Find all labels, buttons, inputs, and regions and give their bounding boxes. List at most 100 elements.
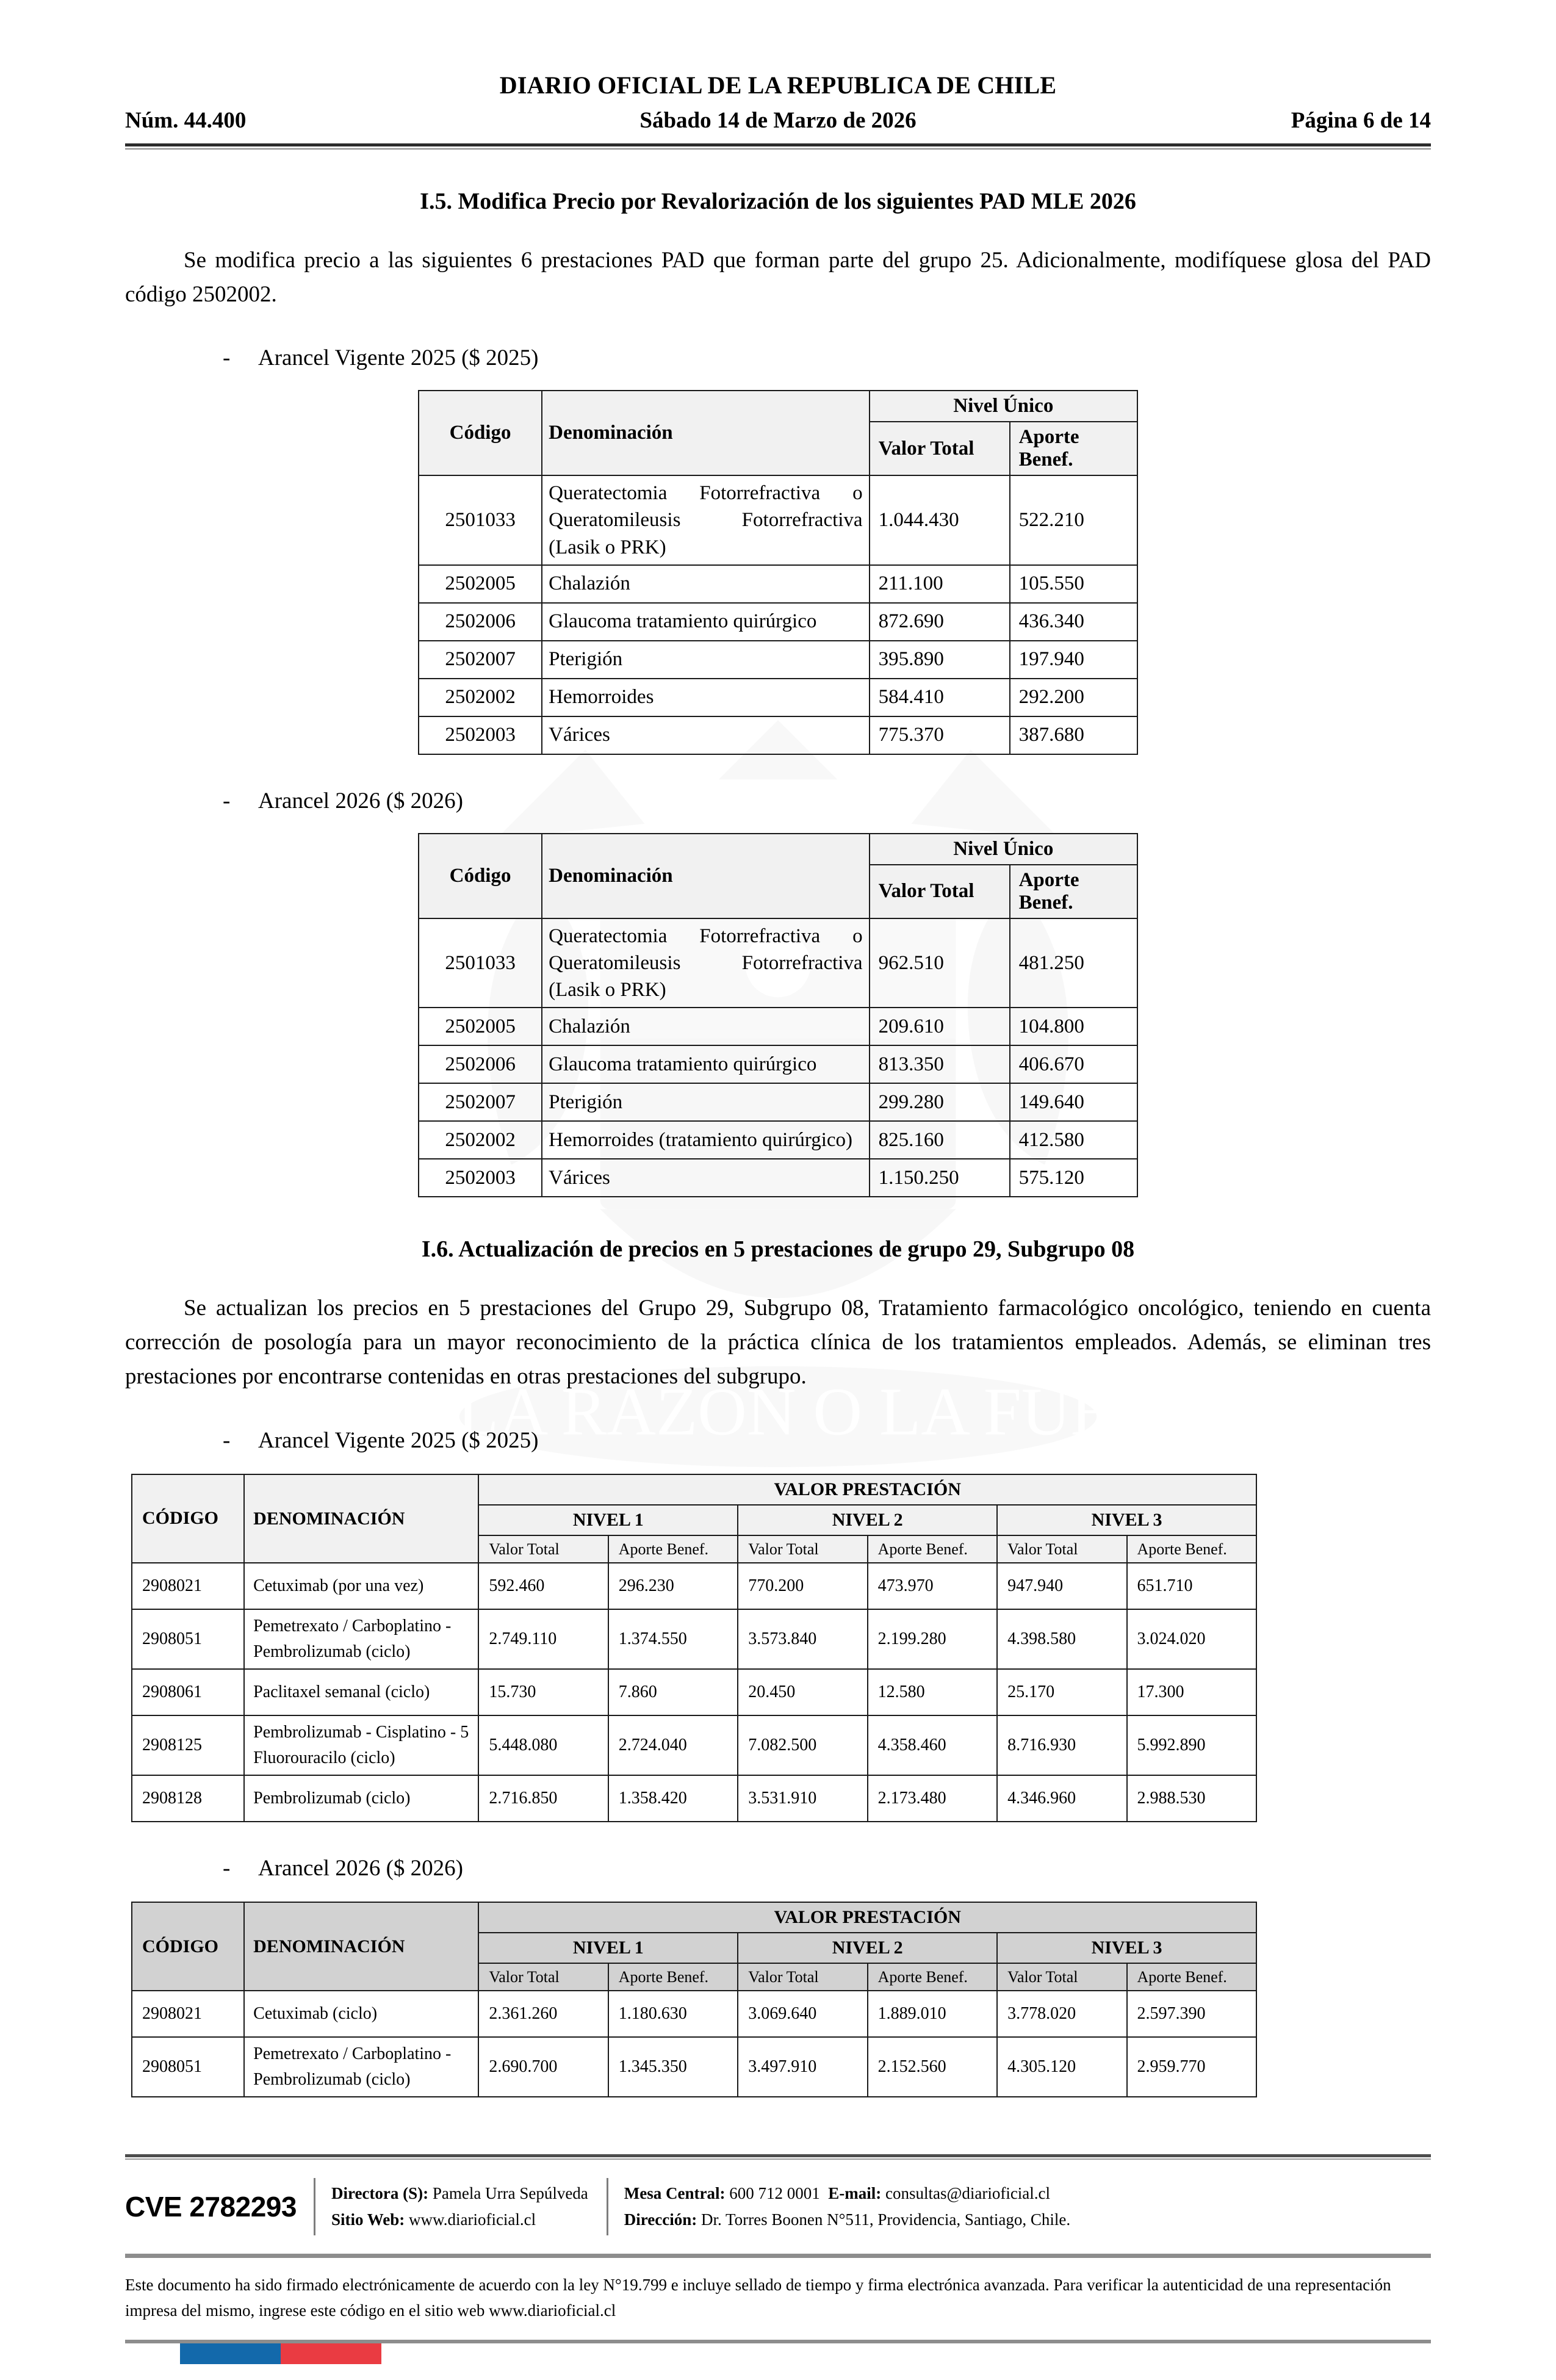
th-denominacion: Denominación: [541, 832, 870, 919]
th-n2-aporte-benef: Aporte Benef.: [866, 1534, 998, 1563]
cell-denominacion: Chalazión: [541, 564, 870, 604]
cell-denominacion: Pemetrexato / Carboplatino - Pembrolizum…: [243, 2036, 480, 2098]
table-body: 2908021 Cetuximab (ciclo) 2.361.260 1.18…: [131, 1990, 1258, 2098]
footer-directora-label: Directora (S):: [331, 2183, 429, 2202]
th-valor-prestacion: VALOR PRESTACIÓN: [478, 1473, 1257, 1506]
cell-codigo: 2502005: [417, 1007, 543, 1047]
section-i5-heading: I.5. Modifica Precio por Revalorización …: [420, 189, 1136, 214]
cell-denominacion: Pembrolizumab (ciclo): [243, 1774, 480, 1822]
cell-n3-valor-total: 4.346.960: [996, 1774, 1128, 1822]
cell-n1-valor-total: 2.361.260: [478, 1990, 609, 2038]
cell-n3-valor-total: 8.716.930: [996, 1714, 1128, 1776]
table-row: 2501033 Queratectomia Fotorrefractiva o …: [417, 917, 1139, 1009]
table-head: Código Denominación Nivel Único Valor To…: [417, 390, 1139, 477]
cell-n2-valor-total: 3.531.910: [737, 1774, 868, 1822]
cell-n2-aporte-benef: 2.173.480: [866, 1774, 998, 1822]
footer-mesa-label: Mesa Central:: [624, 2183, 726, 2202]
footer-sitio-value[interactable]: www.diarioficial.cl: [408, 2210, 536, 2229]
cell-n2-aporte-benef: 12.580: [866, 1668, 998, 1716]
bullet-label: Arancel Vigente 2025 ($ 2025): [258, 345, 539, 370]
footer-bottom-rule: [125, 2340, 1431, 2364]
cell-denominacion: Cetuximab (ciclo): [243, 1990, 480, 2038]
cell-n3-aporte-benef: 5.992.890: [1126, 1714, 1258, 1776]
bullet-label: Arancel 2026 ($ 2026): [258, 788, 463, 813]
flag-blue-segment: [180, 2343, 281, 2364]
cell-n3-valor-total: 3.778.020: [996, 1990, 1128, 2038]
table-row: 2502007 Pterigión 299.280 149.640: [417, 1083, 1139, 1122]
table-row: 2908021 Cetuximab (ciclo) 2.361.260 1.18…: [131, 1990, 1258, 2038]
table-row: 2502003 Várices 1.150.250 575.120: [417, 1158, 1139, 1198]
cell-denominacion: Paclitaxel semanal (ciclo): [243, 1668, 480, 1716]
table-header-row-2: Valor Total Aporte Benef.: [419, 864, 1139, 919]
th-nivel-2: NIVEL 2: [737, 1504, 998, 1536]
cell-n3-aporte-benef: 2.959.770: [1126, 2036, 1258, 2098]
cell-aporte-benef: 197.940: [1009, 640, 1139, 679]
cell-n2-aporte-benef: 1.889.010: [866, 1990, 998, 2038]
footer-directora-value: Pamela Urra Sepúlveda: [432, 2183, 588, 2202]
th-codigo: CÓDIGO: [131, 1902, 245, 1992]
th-codigo: Código: [417, 832, 543, 919]
th-n1-valor-total: Valor Total: [478, 1534, 609, 1563]
cell-codigo: 2502005: [417, 564, 543, 604]
cell-denominacion: Pterigión: [541, 1083, 870, 1122]
cell-denominacion: Várices: [541, 1158, 870, 1198]
cell-valor-total: 584.410: [868, 677, 1010, 717]
footer-email-value[interactable]: consultas@diarioficial.cl: [885, 2183, 1051, 2202]
table-header-row-3: Valor Total Aporte Benef. Valor Total Ap…: [132, 1534, 1258, 1563]
cell-valor-total: 813.350: [868, 1045, 1010, 1084]
footer-column-director: Directora (S): Pamela Urra Sepúlveda Sit…: [313, 2177, 588, 2236]
table-body: 2501033 Queratectomia Fotorrefractiva o …: [417, 475, 1139, 755]
th-denominacion: DENOMINACIÓN: [243, 1473, 480, 1563]
bullet-dash: -: [223, 1427, 231, 1453]
cell-aporte-benef: 292.200: [1009, 677, 1139, 717]
table-row: 2502003 Várices 775.370 387.680: [417, 715, 1139, 755]
table-row: 2908128 Pembrolizumab (ciclo) 2.716.850 …: [131, 1774, 1258, 1822]
cell-n3-valor-total: 947.940: [996, 1562, 1128, 1610]
th-n2-valor-total: Valor Total: [737, 1534, 868, 1563]
cell-valor-total: 825.160: [868, 1120, 1010, 1160]
cell-denominacion: Várices: [541, 715, 870, 755]
table-row: 2501033 Queratectomia Fotorrefractiva o …: [417, 475, 1139, 566]
th-n3-valor-total: Valor Total: [996, 1534, 1128, 1563]
cell-codigo: 2908021: [131, 1990, 245, 2038]
cell-codigo: 2502002: [417, 677, 543, 717]
cve-code: CVE 2782293: [125, 2191, 297, 2223]
footer-info-block: CVE 2782293 Directora (S): Pamela Urra S…: [125, 2177, 1431, 2236]
cell-denominacion: Pterigión: [541, 640, 870, 679]
table-row: 2502002 Hemorroides 584.410 292.200: [417, 677, 1139, 717]
th-codigo: CÓDIGO: [131, 1473, 245, 1563]
cell-n1-valor-total: 592.460: [478, 1562, 609, 1610]
cell-valor-total: 209.610: [868, 1007, 1010, 1047]
cell-n1-valor-total: 15.730: [478, 1668, 609, 1716]
footer-email-label: E-mail:: [828, 2183, 882, 2202]
table-row: 2908051 Pemetrexato / Carboplatino - Pem…: [131, 2036, 1258, 2098]
cell-valor-total: 1.044.430: [868, 475, 1010, 566]
cell-valor-total: 299.280: [868, 1083, 1010, 1122]
table-pad-arancel-2025: Código Denominación Nivel Único Valor To…: [417, 390, 1139, 755]
cell-n2-valor-total: 20.450: [737, 1668, 868, 1716]
footer-divider: [125, 2154, 1431, 2160]
cell-aporte-benef: 104.800: [1009, 1007, 1139, 1047]
th-nivel-1: NIVEL 1: [478, 1932, 739, 1964]
page-number: Página 6 de 14: [1291, 108, 1431, 133]
bullet-dash: -: [223, 1855, 231, 1881]
footer-legal-text: Este documento ha sido firmado electróni…: [125, 2276, 1391, 2320]
cell-denominacion: Glaucoma tratamiento quirúrgico: [541, 602, 870, 641]
cell-n2-valor-total: 3.573.840: [737, 1608, 868, 1670]
th-n2-valor-total: Valor Total: [737, 1963, 868, 1992]
th-valor-total: Valor Total: [868, 864, 1010, 919]
cell-denominacion: Pemetrexato / Carboplatino - Pembrolizum…: [243, 1608, 480, 1670]
cell-n1-valor-total: 2.749.110: [478, 1608, 609, 1670]
cell-n1-aporte-benef: 1.180.630: [607, 1990, 739, 2038]
cell-codigo: 2502003: [417, 1158, 543, 1198]
th-valor-prestacion: VALOR PRESTACIÓN: [478, 1902, 1257, 1934]
footer-sitio-line: Sitio Web: www.diarioficial.cl: [331, 2207, 588, 2233]
th-nivel-3: NIVEL 3: [996, 1932, 1257, 1964]
table-header-row-2: NIVEL 1 NIVEL 2 NIVEL 3: [132, 1932, 1257, 1964]
cell-codigo: 2501033: [417, 475, 543, 566]
cell-codigo: 2502002: [417, 1120, 543, 1160]
bullet-arancel-vigente-2025-pad: - Arancel Vigente 2025 ($ 2025): [125, 344, 1431, 373]
cell-valor-total: 1.150.250: [868, 1158, 1010, 1198]
cell-aporte-benef: 436.340: [1009, 602, 1139, 641]
page-masthead: DIARIO OFICIAL DE LA REPUBLICA DE CHILE …: [125, 0, 1431, 134]
